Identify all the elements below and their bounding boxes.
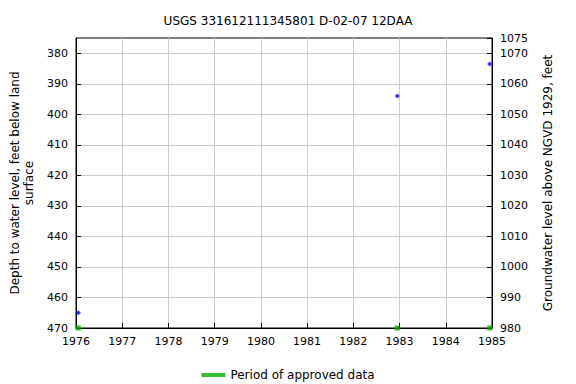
svg-text:450: 450 xyxy=(47,260,68,273)
svg-text:440: 440 xyxy=(47,230,68,243)
svg-text:1983: 1983 xyxy=(386,335,414,348)
svg-text:1979: 1979 xyxy=(201,335,229,348)
svg-text:430: 430 xyxy=(47,199,68,212)
svg-text:410: 410 xyxy=(47,138,68,151)
svg-text:380: 380 xyxy=(47,47,68,60)
svg-text:1982: 1982 xyxy=(339,335,367,348)
svg-text:1984: 1984 xyxy=(432,335,460,348)
svg-text:1020: 1020 xyxy=(500,199,528,212)
svg-text:1981: 1981 xyxy=(293,335,321,348)
svg-text:1976: 1976 xyxy=(62,335,90,348)
svg-text:1980: 1980 xyxy=(247,335,275,348)
svg-text:1030: 1030 xyxy=(500,169,528,182)
svg-text:400: 400 xyxy=(47,108,68,121)
svg-text:990: 990 xyxy=(500,291,521,304)
svg-text:1000: 1000 xyxy=(500,260,528,273)
svg-text:1040: 1040 xyxy=(500,138,528,151)
svg-text:1060: 1060 xyxy=(500,77,528,90)
svg-text:USGS 331612111345801 D-02-07 1: USGS 331612111345801 D-02-07 12DAA xyxy=(164,14,414,28)
svg-text:1070: 1070 xyxy=(500,47,528,60)
svg-text:1050: 1050 xyxy=(500,108,528,121)
svg-text:Groundwater level above NGVD 1: Groundwater level above NGVD 1929, feet xyxy=(541,54,555,311)
svg-text:1010: 1010 xyxy=(500,230,528,243)
svg-text:470: 470 xyxy=(47,322,68,335)
svg-text:1978: 1978 xyxy=(154,335,182,348)
svg-text:Depth to water level, feet bel: Depth to water level, feet below land xyxy=(8,71,22,294)
svg-text:460: 460 xyxy=(47,291,68,304)
svg-text:Period of approved data: Period of approved data xyxy=(230,368,374,382)
svg-text:390: 390 xyxy=(47,77,68,90)
svg-text:1075: 1075 xyxy=(500,32,528,45)
svg-text:1977: 1977 xyxy=(108,335,136,348)
svg-text:surface: surface xyxy=(22,161,36,205)
svg-text:980: 980 xyxy=(500,322,521,335)
svg-text:420: 420 xyxy=(47,169,68,182)
svg-text:1985: 1985 xyxy=(478,335,506,348)
